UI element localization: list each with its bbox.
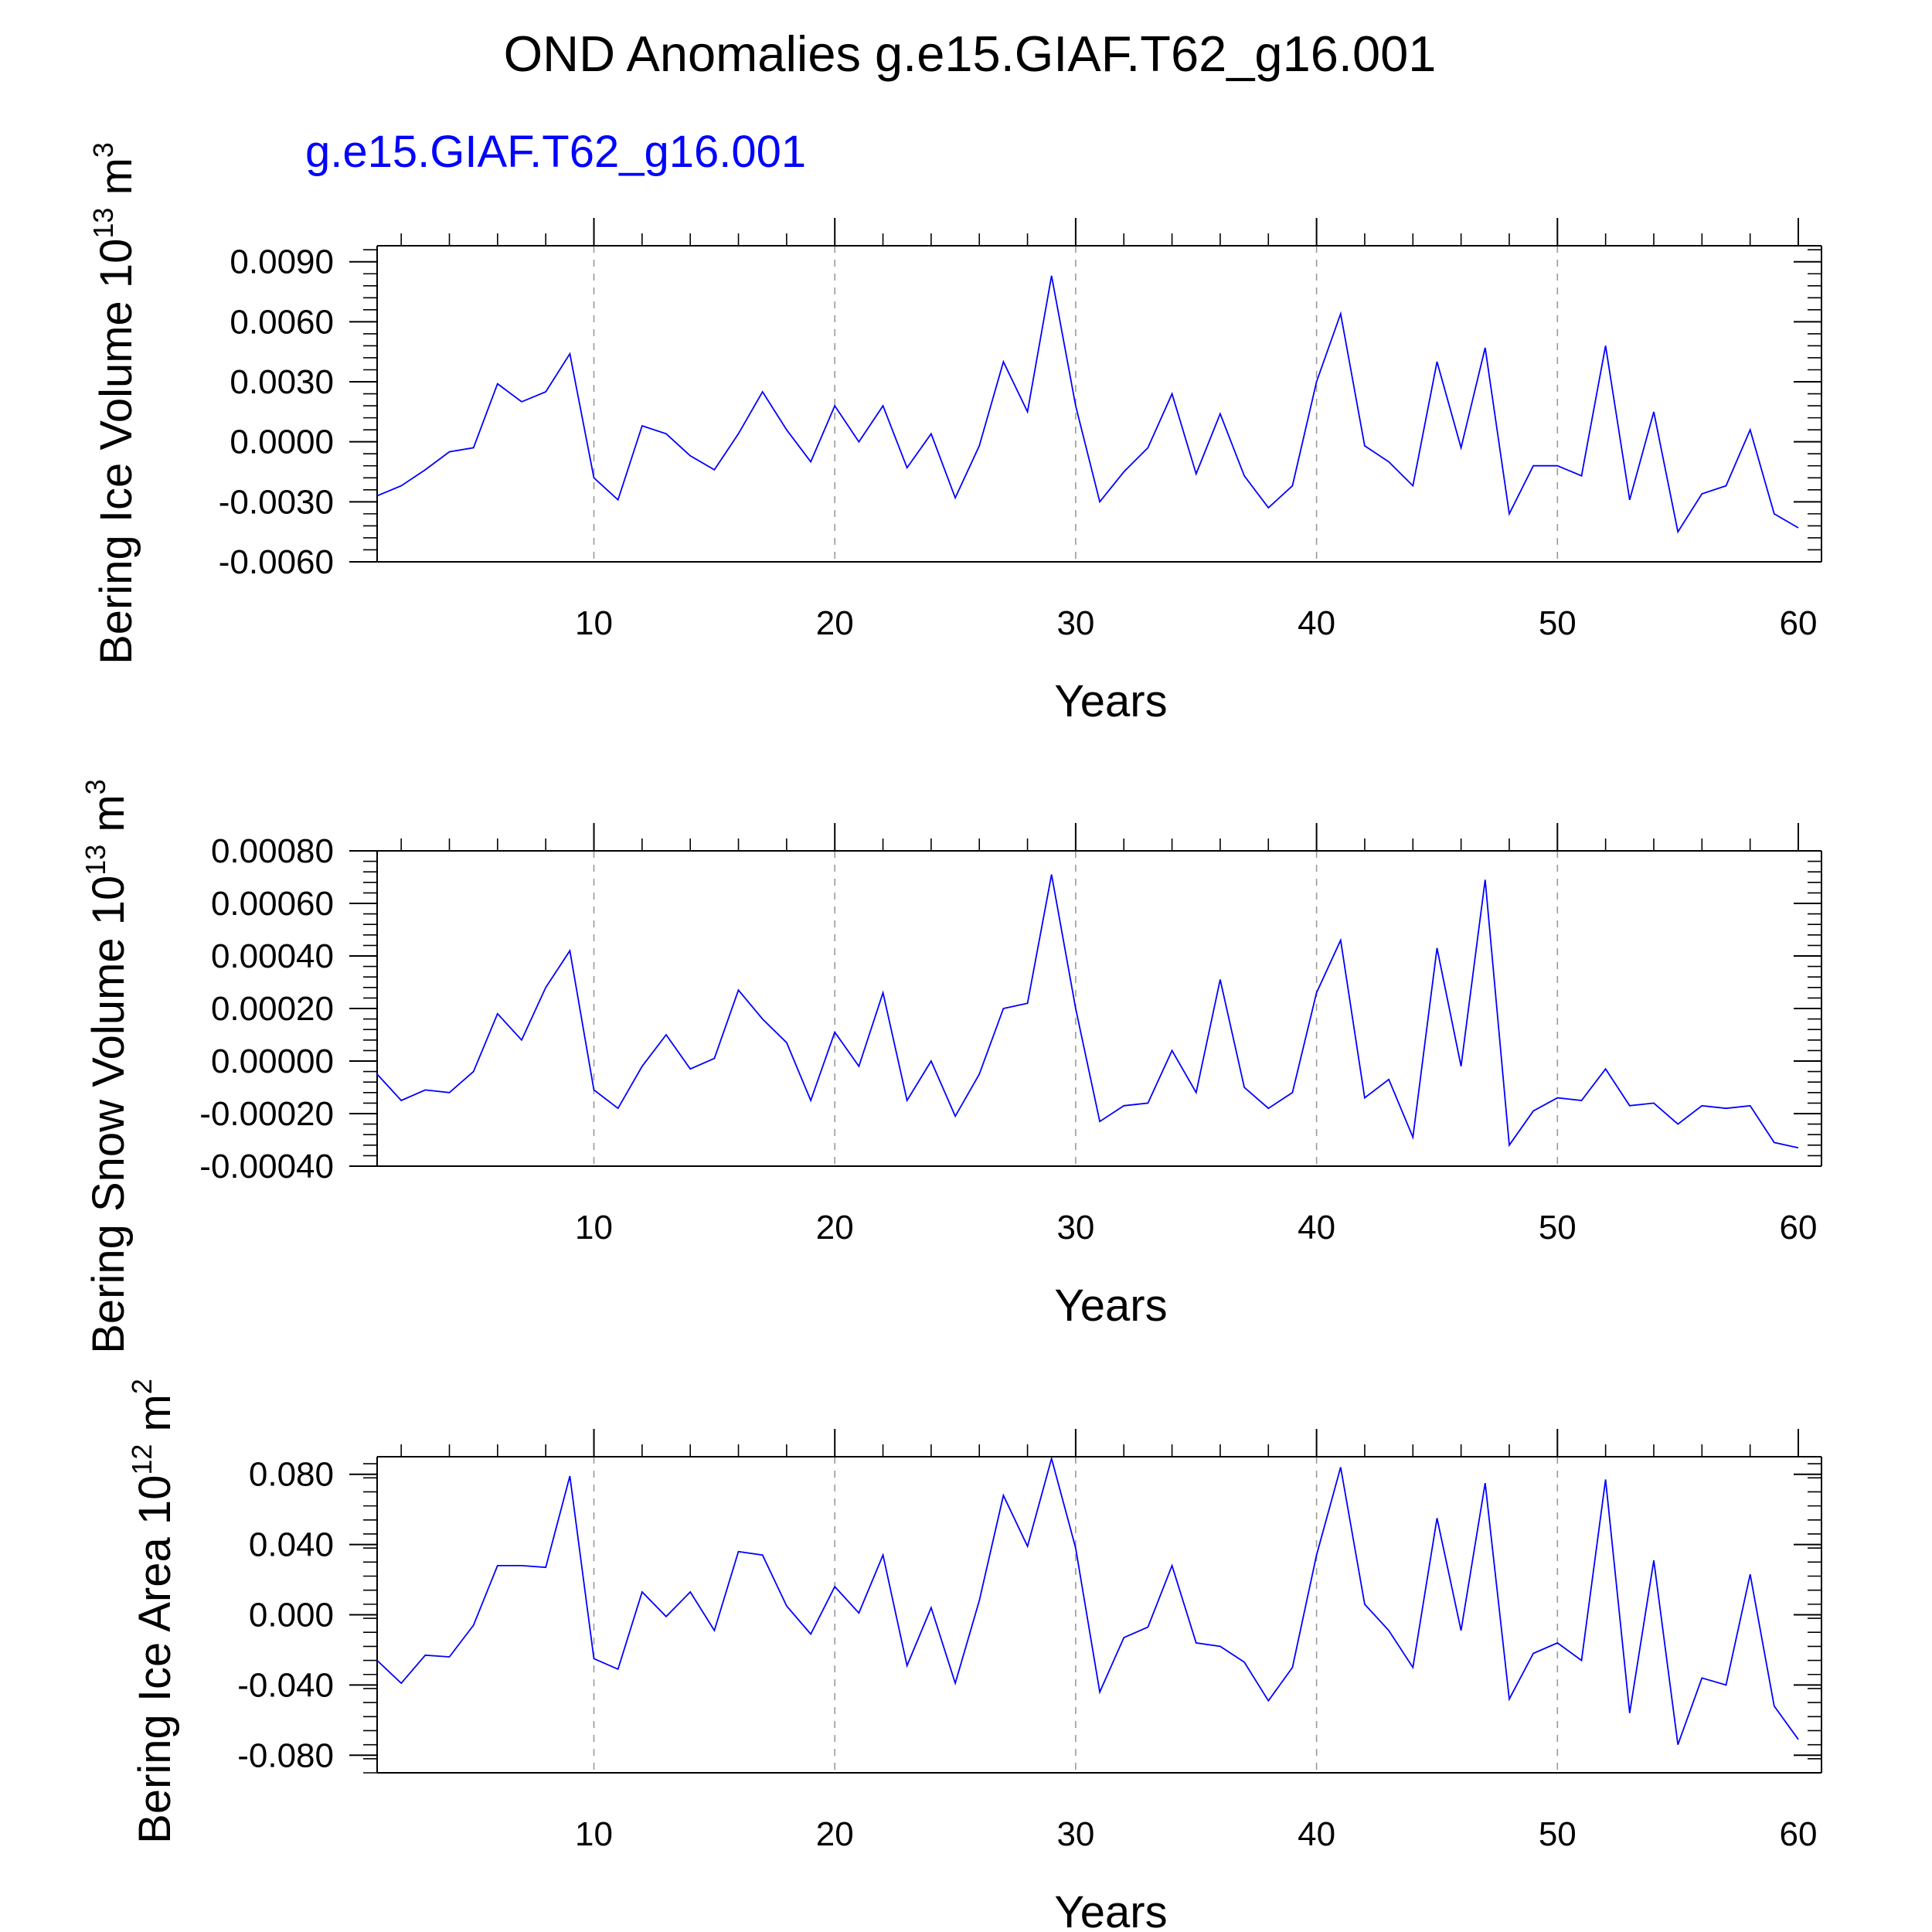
- y-axis-title-unit: m: [83, 794, 134, 844]
- y-tick-label: 0.080: [249, 1456, 334, 1494]
- x-tick-label: 40: [1298, 1815, 1335, 1853]
- y-tick-label: 0.00040: [211, 937, 334, 975]
- y-tick-label: 0.0090: [230, 243, 334, 281]
- x-tick-label: 40: [1298, 604, 1335, 642]
- y-axis-title-exponent: 13: [80, 845, 111, 876]
- x-tick-label: 30: [1056, 1815, 1094, 1853]
- y-tick-label: -0.080: [237, 1736, 334, 1774]
- series-line: [376, 1455, 1799, 1745]
- series-line: [376, 874, 1799, 1149]
- y-axis-title-exponent: 13: [87, 208, 119, 239]
- y-tick-label: 0.0060: [230, 303, 334, 341]
- series-line: [376, 275, 1799, 534]
- y-axis-title: Bering Snow Volume 1013 m3: [80, 779, 134, 1354]
- y-tick-label: 0.000: [249, 1597, 334, 1634]
- x-tick-label: 50: [1539, 604, 1577, 642]
- panel-2: 10 20 30 40 50 60 -0.00040 -0.00020 0.00000 0.000…: [80, 779, 1822, 1354]
- y-axis-title-exponent: 12: [126, 1444, 158, 1475]
- y-axis-title-main: Bering Ice Volume 10: [91, 239, 141, 665]
- x-tick-label: 20: [816, 1815, 854, 1853]
- y-axis-title-unit: m: [130, 1394, 180, 1444]
- case-label: g.e15.GIAF.T62_g16.001: [305, 127, 806, 177]
- x-tick-label: 60: [1780, 1815, 1818, 1853]
- x-axis-title: Years: [1054, 1887, 1167, 1932]
- x-tick-label: 30: [1056, 604, 1094, 642]
- x-tick-label: 10: [575, 604, 613, 642]
- y-tick-label: 0.00060: [211, 885, 334, 923]
- y-axis-title-main: Bering Snow Volume 10: [83, 876, 134, 1354]
- x-tick-label: 40: [1298, 1209, 1335, 1247]
- y-axis-title-main: Bering Ice Area 10: [130, 1475, 180, 1844]
- x-tick-label: 50: [1539, 1815, 1577, 1853]
- panel-1: 10 20 30 40 50 60 -0.0060 -0.0030 0.0000 0.0030 0.…: [87, 142, 1822, 726]
- y-tick-label: 0.0030: [230, 363, 334, 401]
- y-tick-label: -0.00020: [199, 1095, 334, 1133]
- y-axis-title-unit: m: [91, 158, 141, 207]
- x-tick-label: 10: [575, 1209, 613, 1247]
- y-tick-label: -0.040: [237, 1666, 334, 1704]
- x-tick-label: 30: [1056, 1209, 1094, 1247]
- chart-title: OND Anomalies g.e15.GIAF.T62_g16.001: [504, 26, 1437, 82]
- y-axis-title-unit-exponent: 3: [87, 142, 119, 158]
- y-tick-label: 0.0000: [230, 423, 334, 461]
- y-axis-title: Bering Ice Volume 1013 m3: [87, 142, 141, 665]
- y-tick-label: 0.00020: [211, 990, 334, 1028]
- y-tick-label: -0.0060: [219, 543, 334, 581]
- y-tick-label: 0.00080: [211, 832, 334, 870]
- x-tick-label: 60: [1780, 1209, 1818, 1247]
- x-tick-label: 10: [575, 1815, 613, 1853]
- x-axis-title: Years: [1054, 676, 1167, 726]
- panels: 10 20 30 40 50 60 -0.0060 -0.0030 0.0000 0.0030 0.…: [80, 142, 1822, 1932]
- y-tick-label: 0.040: [249, 1526, 334, 1564]
- x-tick-label: 20: [816, 604, 854, 642]
- x-tick-label: 20: [816, 1209, 854, 1247]
- x-tick-label: 60: [1780, 604, 1818, 642]
- y-tick-label: -0.00040: [199, 1148, 334, 1185]
- x-tick-label: 50: [1539, 1209, 1577, 1247]
- y-tick-label: 0.00000: [211, 1043, 334, 1080]
- x-axis-title: Years: [1054, 1281, 1167, 1331]
- panel-3: 10 20 30 40 50 60 -0.080 -0.040 0.000 0.040 0.080 Y…: [126, 1379, 1822, 1932]
- y-axis-title: Bering Ice Area 1012 m2: [126, 1379, 180, 1844]
- y-axis-title-unit-exponent: 2: [126, 1379, 158, 1394]
- y-tick-label: -0.0030: [219, 483, 334, 521]
- y-axis-title-unit-exponent: 3: [80, 779, 111, 794]
